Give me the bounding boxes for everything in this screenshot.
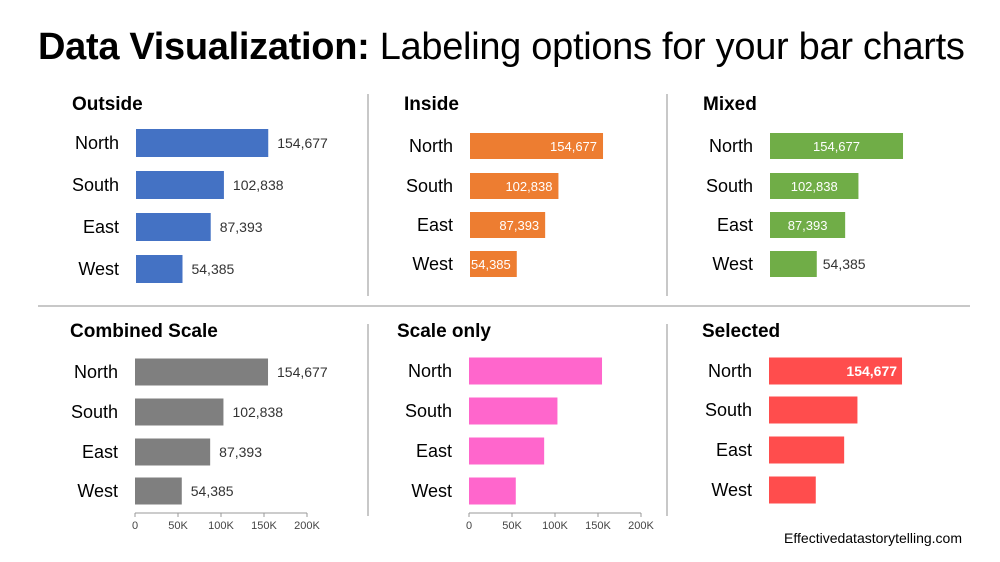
- bar-west: [470, 251, 517, 277]
- bar-west: [769, 476, 816, 504]
- page-title-rest: Labeling options for your bar charts: [369, 26, 965, 68]
- bar-south: [770, 173, 859, 199]
- bar-north: [135, 358, 269, 386]
- bar-south: [769, 396, 858, 424]
- value-label: 87,393: [788, 218, 828, 233]
- category-label: West: [411, 481, 452, 501]
- value-label: 87,393: [220, 219, 263, 235]
- bar-west: [135, 477, 182, 505]
- category-label: East: [716, 440, 752, 460]
- value-label: 54,385: [823, 256, 866, 272]
- x-tick-label: 50K: [168, 520, 188, 532]
- value-label: 154,677: [846, 363, 897, 379]
- category-label: South: [71, 402, 118, 422]
- chart-title: Outside: [72, 94, 143, 115]
- x-tick-label: 150K: [251, 520, 277, 532]
- x-tick-label: 0: [132, 520, 138, 532]
- category-label: West: [711, 480, 752, 500]
- value-label: 87,393: [499, 218, 539, 233]
- x-tick-label: 0: [466, 520, 472, 532]
- category-label: North: [408, 361, 452, 381]
- category-label: South: [405, 401, 452, 421]
- x-tick-label: 100K: [208, 520, 234, 532]
- value-label: 154,677: [277, 135, 328, 151]
- category-label: East: [717, 215, 753, 235]
- chart-title: Inside: [404, 94, 459, 115]
- category-label: East: [83, 217, 119, 237]
- bar-south: [136, 171, 224, 199]
- bar-west: [770, 251, 817, 277]
- value-label: 54,385: [191, 483, 234, 499]
- bar-north: [469, 357, 603, 385]
- chart-title: Scale only: [397, 321, 491, 342]
- value-label: 102,838: [505, 179, 552, 194]
- category-label: South: [72, 175, 119, 195]
- category-label: North: [708, 361, 752, 381]
- x-tick-label: 200K: [294, 520, 320, 532]
- bar-south: [470, 173, 559, 199]
- value-label: 154,677: [550, 139, 597, 154]
- chart-panel-3: Combined Scale North 154,677 South 102,838 Ea…: [70, 321, 328, 532]
- bar-west: [136, 255, 183, 283]
- category-label: West: [712, 254, 753, 274]
- category-label: South: [705, 400, 752, 420]
- bar-west: [469, 477, 516, 505]
- value-label: 102,838: [232, 404, 283, 420]
- value-label: 87,393: [219, 444, 262, 460]
- chart-panel-2: Mixed North 154,677 South 102,838 East 87,393 W…: [703, 94, 904, 277]
- page-title-bold: Data Visualization:: [38, 26, 370, 68]
- value-label: 102,838: [233, 177, 284, 193]
- bar-east: [770, 212, 846, 238]
- value-label: 154,677: [813, 139, 860, 154]
- bar-east: [135, 438, 211, 466]
- category-label: North: [409, 136, 453, 156]
- chart-title: Selected: [702, 321, 780, 342]
- bar-north: [770, 133, 904, 159]
- category-label: North: [75, 133, 119, 153]
- category-label: North: [74, 362, 118, 382]
- chart-panel-5: Selected North 154,677 South East West: [702, 321, 903, 504]
- chart-title: Combined Scale: [70, 321, 218, 342]
- category-label: East: [82, 442, 118, 462]
- page-title: Data Visualization: Labeling options for…: [38, 26, 965, 69]
- category-label: South: [706, 176, 753, 196]
- value-label: 54,385: [191, 261, 234, 277]
- chart-title: Mixed: [703, 94, 757, 115]
- x-tick-label: 50K: [502, 520, 522, 532]
- x-tick-label: 200K: [628, 520, 654, 532]
- bar-south: [135, 398, 224, 426]
- bar-east: [136, 213, 211, 241]
- bar-east: [469, 437, 545, 465]
- category-label: East: [416, 441, 452, 461]
- x-tick-label: 150K: [585, 520, 611, 532]
- value-label: 102,838: [791, 179, 838, 194]
- category-label: East: [417, 215, 453, 235]
- bar-north: [470, 133, 604, 159]
- category-label: West: [77, 481, 118, 501]
- bar-north: [769, 357, 903, 385]
- category-label: West: [78, 259, 119, 279]
- chart-panel-4: Scale only North South East West 0 50K 100K 150K…: [397, 321, 655, 532]
- category-label: South: [406, 176, 453, 196]
- category-label: West: [412, 254, 453, 274]
- chart-panel-1: Inside North 154,677 South 102,838 East 87,393…: [404, 94, 604, 277]
- value-label: 54,385: [471, 257, 511, 272]
- x-tick-label: 100K: [542, 520, 568, 532]
- bar-east: [470, 212, 546, 238]
- value-label: 154,677: [277, 364, 328, 380]
- bar-north: [136, 129, 269, 157]
- bar-east: [769, 436, 845, 464]
- footer-credit: Effectivedatastorytelling.com: [784, 530, 962, 546]
- chart-panel-0: Outside North 154,677 South 102,838 East 87,39…: [72, 94, 328, 283]
- category-label: North: [709, 136, 753, 156]
- bar-south: [469, 397, 558, 425]
